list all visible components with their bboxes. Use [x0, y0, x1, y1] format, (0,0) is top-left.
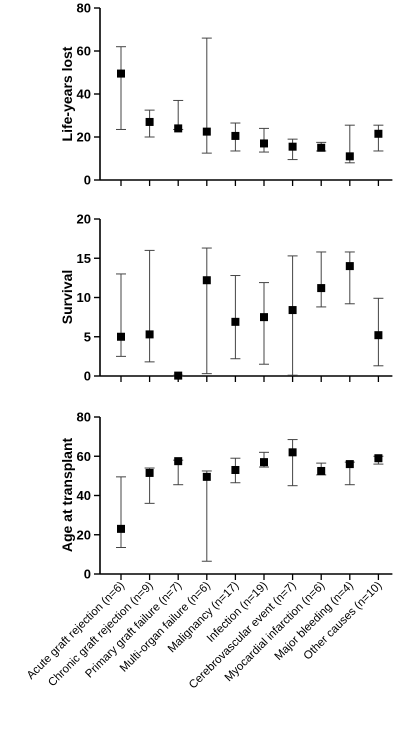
data-point [174, 457, 183, 466]
data-point [288, 306, 297, 315]
data-point [117, 69, 125, 78]
y-tick-label: 0 [84, 173, 91, 188]
y-tick-label: 40 [77, 87, 91, 102]
data-point [317, 466, 326, 475]
data-point [317, 284, 326, 293]
data-point [202, 472, 211, 481]
data-point [317, 143, 326, 152]
data-point [288, 142, 297, 151]
data-point [145, 468, 154, 477]
y-tick-label: 80 [77, 1, 91, 16]
data-point [260, 313, 268, 322]
data-point [117, 524, 125, 533]
chart-panel-2: 0 5 10 15 20 Survival [59, 212, 393, 384]
data-point [288, 448, 297, 457]
y-tick-label: 20 [77, 130, 91, 145]
data-point [117, 332, 125, 341]
data-point [231, 317, 240, 326]
y-tick-label: 80 [77, 410, 91, 425]
data-point [145, 117, 154, 126]
data-point [374, 331, 383, 340]
y-tick-label: 60 [77, 449, 91, 464]
y-axis-label: Age at transplant [59, 437, 75, 552]
data-point [174, 124, 183, 133]
data-point [374, 129, 383, 138]
y-tick-label: 0 [84, 369, 91, 384]
data-point [345, 460, 354, 469]
data-point [174, 371, 183, 380]
y-tick-label: 5 [84, 329, 91, 344]
y-tick-label: 20 [77, 527, 91, 542]
data-point [202, 276, 211, 285]
data-point [260, 458, 268, 467]
y-tick-label: 15 [77, 251, 91, 266]
data-point [374, 454, 383, 463]
y-tick-label: 20 [77, 212, 91, 227]
data-point [260, 139, 268, 148]
data-point [345, 152, 354, 161]
data-point [145, 330, 154, 339]
data-point [202, 127, 211, 136]
y-tick-label: 60 [77, 44, 91, 59]
data-point [231, 465, 240, 474]
data-point [231, 131, 240, 140]
y-axis-label: Life-years lost [59, 46, 75, 141]
y-tick-label: 0 [84, 567, 91, 582]
data-point [345, 262, 354, 271]
y-axis-label: Survival [59, 270, 75, 324]
y-tick-label: 40 [77, 488, 91, 503]
chart-panel-1: 0 20 40 60 80 Life-years lost [59, 1, 393, 188]
y-tick-label: 10 [77, 290, 91, 305]
